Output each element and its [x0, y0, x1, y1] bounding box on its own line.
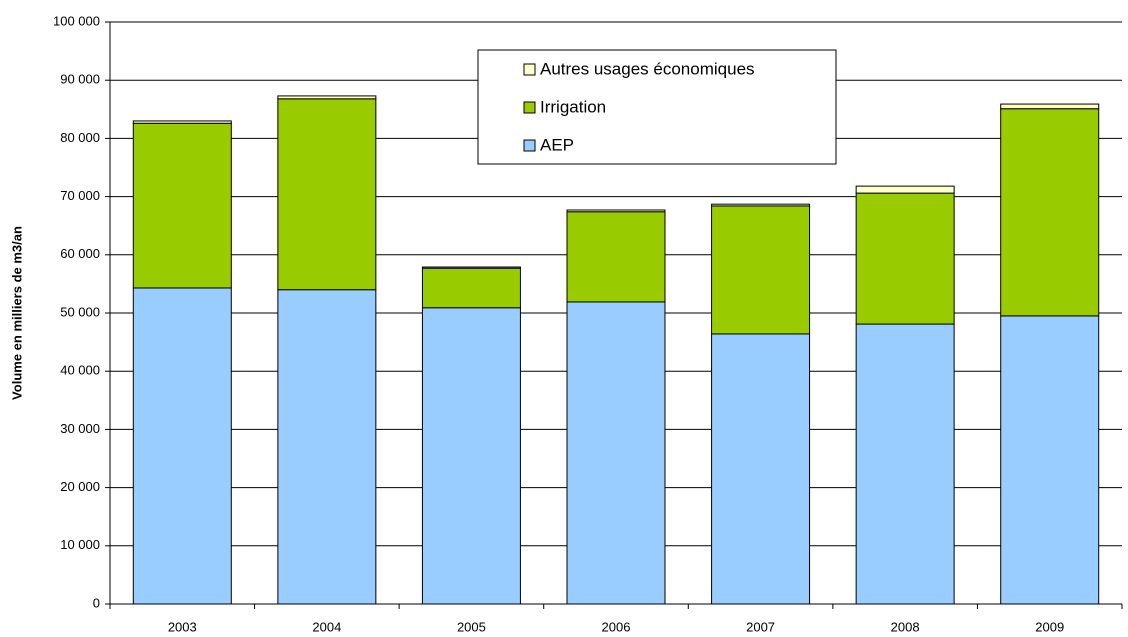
bar-segment — [277, 98, 377, 291]
bar-segment — [711, 203, 811, 207]
x-tick-label: 2003 — [168, 619, 197, 634]
y-tick-label: 70 000 — [60, 188, 100, 203]
bar-segment — [855, 185, 955, 194]
y-tick-label: 20 000 — [60, 479, 100, 494]
bar-segment — [421, 307, 521, 605]
y-tick-label: 50 000 — [60, 304, 100, 319]
bar-segment — [855, 192, 955, 325]
legend-swatch — [523, 101, 536, 114]
bar-segment — [855, 323, 955, 605]
y-tick-label: 100 000 — [53, 13, 100, 28]
x-tick-label: 2008 — [891, 619, 920, 634]
legend-swatch — [523, 63, 536, 76]
y-tick-label: 40 000 — [60, 363, 100, 378]
bar-segment — [132, 122, 232, 289]
x-tick-label: 2006 — [602, 619, 631, 634]
bar-segment — [277, 95, 377, 100]
x-tick-label: 2005 — [457, 619, 486, 634]
bar-segment — [711, 333, 811, 605]
bar-segment — [421, 267, 521, 309]
y-tick-label: 60 000 — [60, 246, 100, 261]
legend-label: Irrigation — [540, 97, 606, 116]
legend-label: AEP — [540, 135, 574, 154]
bar-segment — [277, 289, 377, 605]
y-tick-label: 80 000 — [60, 130, 100, 145]
bar-segment — [566, 211, 666, 303]
y-tick-label: 30 000 — [60, 421, 100, 436]
legend-swatch — [523, 139, 536, 152]
bar-segment — [1000, 108, 1100, 317]
legend-label: Autres usages économiques — [540, 59, 755, 78]
x-tick-label: 2009 — [1035, 619, 1064, 634]
bar-segment — [1000, 315, 1100, 605]
bar-segment — [711, 205, 811, 335]
y-tick-label: 0 — [93, 595, 100, 610]
x-tick-label: 2007 — [746, 619, 775, 634]
bar-segment — [132, 287, 232, 605]
bar-segment — [1000, 103, 1100, 110]
legend-box — [477, 49, 837, 165]
bar-segment — [132, 120, 232, 124]
y-axis-title: Volume en milliers de m3/an — [9, 226, 24, 400]
x-tick-label: 2004 — [312, 619, 341, 634]
y-tick-label: 90 000 — [60, 72, 100, 87]
bar-segment — [566, 209, 666, 213]
bar-segment — [421, 266, 521, 269]
y-tick-label: 10 000 — [60, 537, 100, 552]
bar-segment — [566, 301, 666, 605]
